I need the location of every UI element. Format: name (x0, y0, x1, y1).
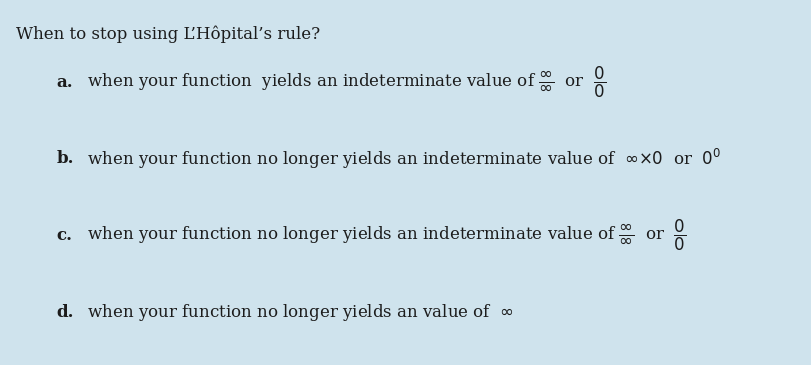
Text: b.: b. (57, 150, 75, 167)
Text: d.: d. (57, 304, 75, 320)
Text: when your function no longer yields an indeterminate value of  $\infty{\times}0$: when your function no longer yields an i… (77, 147, 720, 171)
Text: a.: a. (57, 74, 73, 91)
Text: c.: c. (57, 227, 73, 244)
Text: when your function  yields an indeterminate value of $\dfrac{\infty}{\infty}$  o: when your function yields an indetermina… (77, 65, 606, 100)
Text: when your function no longer yields an value of  $\infty$: when your function no longer yields an v… (77, 301, 513, 323)
Text: When to stop using L’Hôpital’s rule?: When to stop using L’Hôpital’s rule? (16, 26, 320, 43)
Text: when your function no longer yields an indeterminate value of $\dfrac{\infty}{\i: when your function no longer yields an i… (77, 218, 686, 253)
